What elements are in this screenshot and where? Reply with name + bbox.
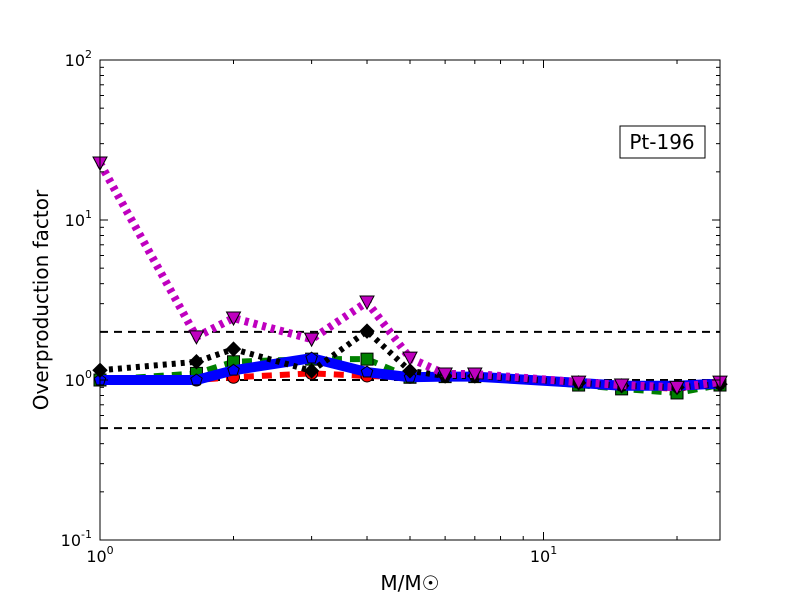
data-point bbox=[305, 351, 318, 364]
x-tick-label: 100 bbox=[86, 544, 113, 566]
data-point bbox=[188, 354, 205, 370]
data-point bbox=[402, 351, 418, 367]
data-point bbox=[669, 380, 685, 396]
y-tick-label: 101 bbox=[65, 208, 92, 230]
annotation-box bbox=[619, 125, 706, 159]
data-point bbox=[402, 363, 418, 379]
data-point bbox=[466, 367, 483, 383]
data-point bbox=[227, 363, 240, 376]
data-point bbox=[437, 367, 453, 383]
data-point bbox=[359, 295, 375, 311]
series-line bbox=[99, 327, 721, 391]
data-point bbox=[570, 375, 587, 391]
data-point bbox=[188, 330, 205, 345]
data-point bbox=[359, 323, 375, 339]
data-point bbox=[225, 311, 242, 327]
series-4 bbox=[92, 156, 728, 396]
plot-area bbox=[100, 60, 720, 540]
data-point bbox=[225, 341, 242, 357]
y-tick-label: 100 bbox=[65, 368, 92, 390]
data-point bbox=[303, 363, 320, 379]
data-point bbox=[360, 352, 374, 366]
series-group bbox=[92, 156, 728, 400]
data-point bbox=[303, 332, 320, 348]
y-tick-label: 10-1 bbox=[61, 528, 92, 550]
x-tick-label: 101 bbox=[530, 544, 557, 566]
x-axis-label: M/M☉ bbox=[380, 571, 439, 595]
y-axis-label: Overproduction factor bbox=[29, 189, 53, 410]
data-point bbox=[613, 378, 630, 394]
annotation-label: Pt-196 bbox=[629, 130, 694, 154]
series-line bbox=[100, 353, 721, 391]
data-point bbox=[360, 365, 374, 378]
series-line bbox=[96, 161, 721, 392]
y-tick-label: 102 bbox=[65, 48, 92, 70]
data-point bbox=[190, 373, 203, 386]
